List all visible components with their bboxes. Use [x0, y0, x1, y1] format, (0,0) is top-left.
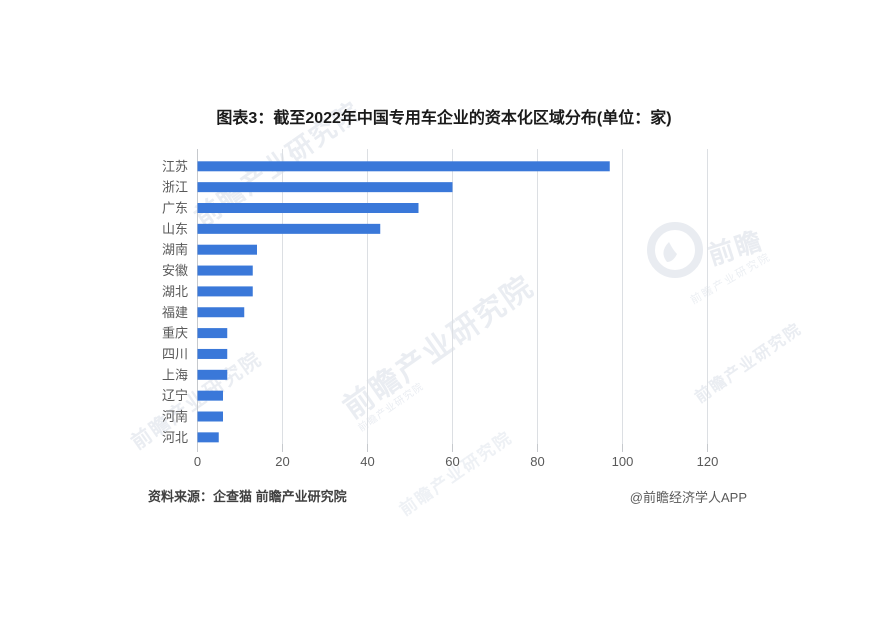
footer-credit: @前瞻经济学人APP: [629, 490, 747, 505]
bar: [197, 161, 610, 172]
bar: [197, 348, 228, 359]
x-tick-label: 60: [445, 454, 459, 469]
bar: [197, 390, 223, 401]
y-axis-label: 福建: [162, 305, 188, 320]
x-tick-label: 100: [612, 454, 634, 469]
x-tick-label: 0: [194, 454, 201, 469]
bar: [197, 432, 219, 443]
y-axis-label: 湖南: [162, 242, 188, 257]
bar: [197, 286, 253, 297]
x-tick-label: 120: [697, 454, 719, 469]
x-tick-label: 80: [530, 454, 544, 469]
y-axis-label: 河南: [162, 409, 188, 424]
y-axis-label: 浙江: [162, 180, 188, 195]
y-axis-label: 湖北: [162, 284, 188, 299]
y-axis-label: 辽宁: [162, 388, 188, 403]
x-tick-label: 40: [360, 454, 374, 469]
bar: [197, 265, 253, 276]
bar: [197, 223, 381, 234]
bar: [197, 411, 223, 422]
bar: [197, 244, 257, 255]
bar: [197, 182, 453, 193]
y-axis-label: 江苏: [162, 159, 188, 174]
bar: [197, 307, 245, 318]
y-axis-label: 河北: [162, 430, 188, 445]
bar: [197, 203, 419, 213]
y-axis-label: 四川: [162, 346, 188, 361]
chart-title: 图表3：截至2022年中国专用车企业的资本化区域分布(单位：家): [216, 110, 672, 127]
y-axis-label: 山东: [162, 221, 188, 236]
footer-source: 资料来源：企查猫 前瞻产业研究院: [148, 489, 347, 504]
bar: [197, 328, 228, 339]
bar: [197, 369, 228, 380]
y-axis-label: 安徽: [162, 263, 188, 278]
x-tick-label: 20: [275, 454, 289, 469]
y-axis-label: 广东: [162, 201, 188, 216]
y-axis-label: 上海: [162, 367, 188, 382]
y-axis-label: 重庆: [162, 326, 188, 341]
